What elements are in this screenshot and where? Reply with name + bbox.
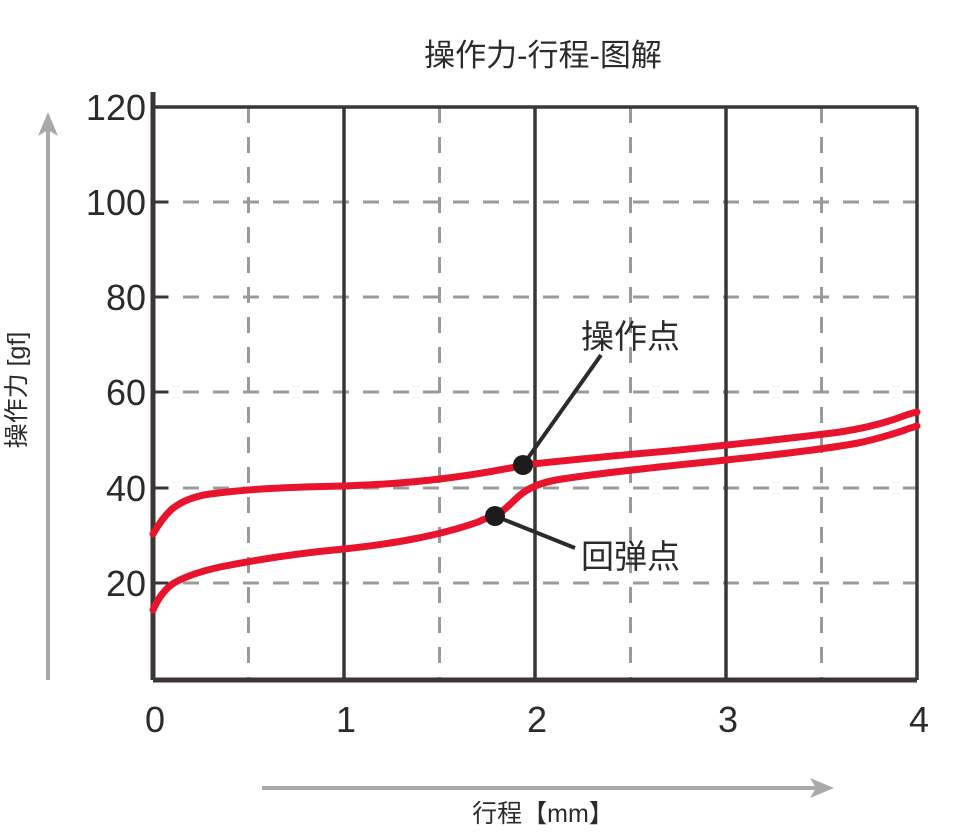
- y-tick-label-80: 80: [106, 277, 146, 318]
- y-tick-label-100: 100: [86, 182, 146, 223]
- y-tick-label-60: 60: [106, 372, 146, 413]
- y-tick-label-120: 120: [86, 87, 146, 128]
- x-tick-label-1: 1: [336, 699, 356, 740]
- release-curve: [149, 422, 921, 614]
- x-tick-label-0: 0: [145, 699, 165, 740]
- marker-rebound-point: [485, 506, 505, 526]
- y-tick-label-20: 20: [106, 563, 146, 604]
- x-tick-label-4: 4: [909, 699, 929, 740]
- y-axis-direction-arrow: [38, 112, 58, 680]
- vertical-minor-gridlines: [247, 107, 823, 680]
- y-tick-labels: 120 100 80 60 40 20: [86, 87, 146, 604]
- x-tick-labels: 0 1 2 3 4: [145, 699, 929, 740]
- annotation-label-rebound-point: 回弹点: [581, 538, 680, 575]
- x-axis-title: 行程【mm】: [472, 800, 614, 828]
- leader-line-rebound-point: [494, 514, 576, 550]
- x-tick-label-2: 2: [527, 699, 547, 740]
- x-axis-direction-arrow: [262, 778, 834, 798]
- y-axis-title: 操作力 [gf]: [3, 332, 31, 449]
- y-axis-ticks: [153, 105, 168, 585]
- marker-operating-point: [513, 455, 533, 475]
- annotation-label-operating-point: 操作点: [581, 318, 680, 355]
- vertical-major-gridlines: [342, 107, 728, 680]
- y-tick-label-40: 40: [106, 468, 146, 509]
- annotation-rebound-point: 回弹点: [485, 506, 680, 575]
- chart-title: 操作力-行程-图解: [424, 38, 662, 73]
- annotation-operating-point: 操作点: [513, 318, 680, 475]
- x-tick-label-3: 3: [718, 699, 738, 740]
- leader-line-operating-point: [521, 353, 603, 467]
